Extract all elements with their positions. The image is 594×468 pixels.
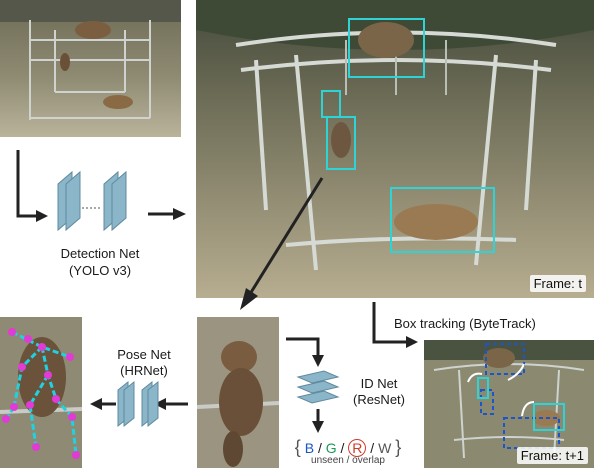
input-frame-photo [0,0,181,137]
id-net-graphic [284,335,344,439]
cropped-monkey-photo [197,317,279,468]
class-g: G [326,440,337,456]
separator: / [341,440,345,456]
pose-net-graphic [88,380,196,430]
output-arrow-head [173,208,186,220]
open-brace: { [295,437,301,457]
pose-result-photo [0,317,82,468]
class-b: B [305,440,314,456]
class-w: W [378,440,391,456]
detection-net-model: (YOLO v3) [40,263,160,279]
separator: / [318,440,322,456]
next-frame-photo: Frame: t+1 [424,340,594,468]
separator: / [370,440,374,456]
id-net-title: ID Net [348,376,410,392]
id-net-model: (ResNet) [348,392,410,408]
box-tracking-title: Box tracking (ByteTrack) [394,316,594,332]
pose-net-model: (HRNet) [104,363,184,379]
id-class-note: unseen / overlap [286,455,410,466]
frame-t-label: Frame: t [530,275,586,292]
detection-net-title: Detection Net [40,246,160,262]
close-brace: } [395,437,401,457]
detection-net-graphic [0,138,196,238]
crop-arrow [230,170,330,320]
frame-t1-label: Frame: t+1 [517,447,588,464]
pose-net-title: Pose Net [104,347,184,363]
input-arrow-head [36,210,48,222]
input-arrow-line [18,150,38,216]
